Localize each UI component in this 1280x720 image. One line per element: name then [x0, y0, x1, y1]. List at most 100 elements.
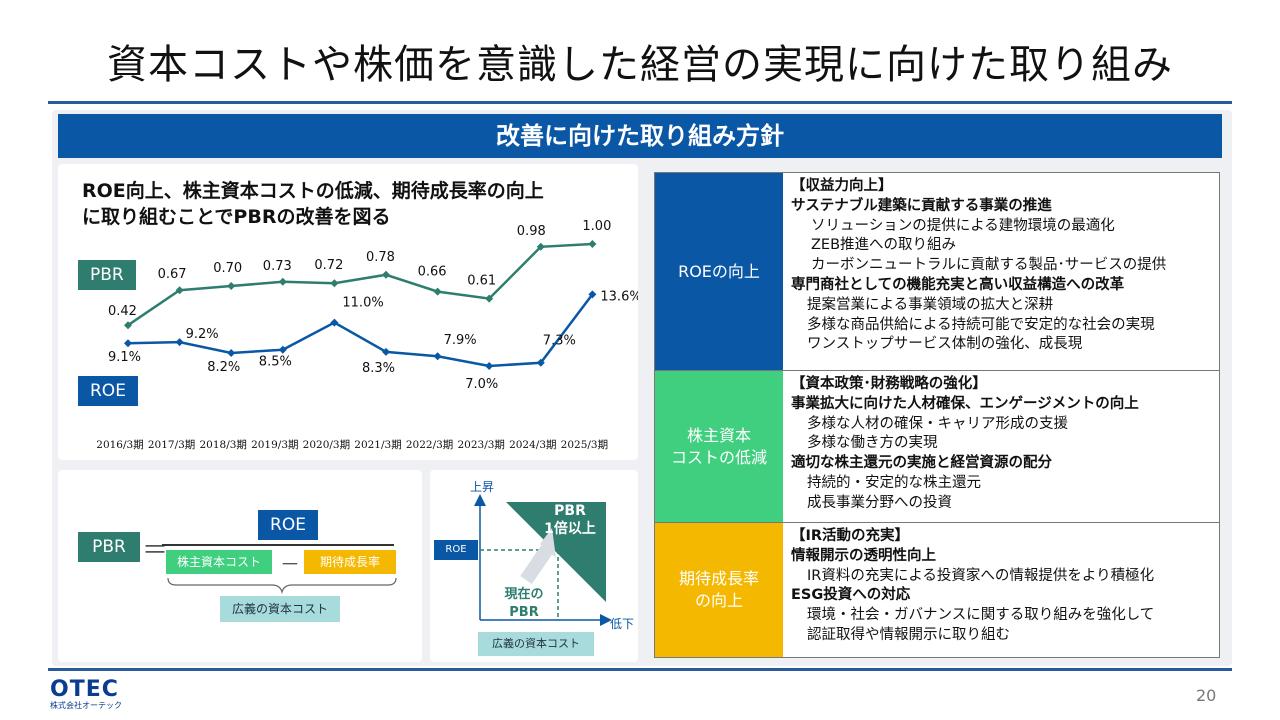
roe-point	[433, 352, 442, 361]
pbr-data-label: 0.70	[213, 261, 242, 276]
roe-data-label: 8.2%	[207, 360, 240, 375]
policy-table: ROEの向上 【収益力向上】サステナブル建築に貢献する事業の推進ソリューションの提…	[654, 172, 1220, 658]
diagram-current-line2: PBR	[509, 605, 539, 620]
x-tick-label: 2022/3期	[406, 439, 453, 451]
pbr-data-label: 0.98	[517, 224, 546, 239]
diagram-current-pbr: 現在の PBR	[494, 586, 554, 622]
chart-heading-line2: に取り組むことでPBRの改善を図る	[82, 206, 391, 228]
roe-point	[227, 348, 236, 357]
company-logo: OTEC 株式会社オーテック	[50, 677, 122, 711]
pbr-roe-line-chart: 0.42 0.67 0.70 0.73 0.72 0.78 0.66 0.61 0.98 1.00…	[96, 219, 638, 451]
policy-row: 期待成長率 の向上 【IR活動の充実】 情報開示の透明性向上 IR資料の充実による投資…	[655, 523, 1219, 657]
roe-series-label: ROE	[78, 376, 138, 406]
x-tick-label: 2016/3期	[96, 439, 143, 451]
page-number: 20	[1196, 686, 1217, 705]
pbr-line	[127, 242, 593, 327]
title-divider	[48, 101, 1232, 104]
diagram-down-label: 低下	[610, 617, 635, 631]
roe-line	[127, 293, 594, 368]
roe-point	[382, 347, 390, 356]
roe-point	[536, 358, 545, 367]
policy-line: IR資料の充実による投資家への情報提供をより積極化	[807, 567, 1155, 584]
pbr-data-label: 0.66	[418, 265, 447, 280]
policy-line: 適切な株主還元の実施と経営資源の配分	[791, 455, 1052, 472]
pbr-point	[536, 242, 545, 251]
pbr-data-label: 0.67	[158, 267, 187, 282]
diagram-pbr-target-line2: 1倍以上	[544, 521, 596, 537]
pbr-data-label: 0.42	[108, 304, 137, 319]
policy-line: 【資本政策･財務戦略の強化】	[791, 376, 987, 392]
pbr-data-label: 0.73	[263, 259, 292, 274]
policy-line: 多様な商品供給による持続可能で安定的な社会の実現	[807, 316, 1155, 333]
pbr-series-label: PBR	[78, 260, 136, 290]
formula-pbr: PBR	[78, 532, 140, 562]
diagram-roe-label: ROE	[434, 540, 478, 560]
policy-line: 専門商社としての機能充実と高い収益構造への改革	[791, 276, 1125, 293]
policy-line: 持続的・安定的な株主還元	[807, 474, 981, 491]
formula-cost: 株主資本コスト	[166, 550, 272, 574]
pbr-diagram-panel: 上昇 低下 ROE PBR 1倍以上 現在の PBR 広義の資本コスト	[430, 470, 638, 662]
formula-roe: ROE	[258, 510, 318, 540]
diagram-current-line1: 現在の	[504, 587, 544, 602]
pbr-data-label: 0.61	[467, 274, 496, 289]
x-tick-label: 2018/3期	[199, 439, 246, 451]
roe-data-label: 11.0%	[342, 296, 383, 311]
policy-line: ワンストップサービス体制の強化、成長現	[807, 336, 1083, 353]
x-tick-label: 2017/3期	[148, 439, 195, 451]
policy-row-body: 【収益力向上】サステナブル建築に貢献する事業の推進ソリューションの提供による建物…	[791, 177, 1215, 355]
improvement-arrow	[540, 528, 556, 558]
roe-point	[588, 290, 597, 299]
roe-data-label: 7.3%	[543, 334, 576, 349]
policy-line: 【収益力向上】	[791, 178, 893, 194]
x-tick-label: 2020/3期	[303, 439, 350, 451]
slide-title: 資本コストや株価を意識した経営の実現に向けた取り組み	[107, 42, 1173, 88]
policy-row-label: 株主資本 コストの低減	[655, 371, 783, 522]
pbr-point	[278, 277, 287, 286]
chart-heading: ROE向上、株主資本コストの低減、期待成長率の向上 に取り組むことでPBRの改善…	[82, 178, 622, 230]
roe-data-label: 9.2%	[186, 327, 219, 342]
roe-point	[278, 345, 287, 354]
diagram-up-label: 上昇	[470, 480, 495, 494]
policy-line: 多様な働き方の実現	[807, 435, 938, 452]
pbr-point	[433, 287, 442, 296]
formula-fraction-bar	[162, 544, 394, 546]
pbr-point	[588, 240, 597, 248]
policy-row-body: 【IR活動の充実】 情報開示の透明性向上 IR資料の充実による投資家への情報提供をよ…	[791, 527, 1215, 646]
logo-company-name: 株式会社オーテック	[50, 701, 122, 710]
roe-point	[330, 318, 339, 327]
roe-point	[124, 339, 132, 348]
policy-line: ESG投資への対応	[791, 587, 911, 604]
policy-line: ZEB推進への取り組み	[811, 237, 957, 254]
roe-data-label: 8.3%	[362, 361, 395, 376]
pbr-data-label: 0.78	[366, 250, 395, 265]
x-tick-label: 2019/3期	[251, 439, 298, 451]
pbr-point	[175, 286, 184, 295]
x-tick-label: 2023/3期	[457, 439, 504, 451]
pbr-point	[485, 294, 494, 303]
pbr-point	[382, 270, 390, 279]
pbr-data-label: 0.72	[314, 258, 343, 273]
x-tick-label: 2025/3期	[561, 439, 608, 451]
roe-point	[485, 362, 494, 370]
diagram-wide-cost: 広義の資本コスト	[478, 632, 594, 656]
diagram-pbr-target-line1: PBR	[554, 503, 586, 519]
footer-divider	[48, 668, 1232, 671]
policy-line: サステナブル建築に貢献する事業の推進	[791, 197, 1052, 214]
pbr-point	[330, 279, 339, 288]
policy-line: カーボンニュートラルに貢献する製品･サービスの提供	[811, 257, 1167, 274]
pbr-diagram	[474, 494, 612, 626]
policy-row: ROEの向上 【収益力向上】サステナブル建築に貢献する事業の推進ソリューションの提…	[655, 173, 1219, 371]
diagram-pbr-target: PBR 1倍以上	[530, 502, 610, 538]
x-tick-label: 2024/3期	[509, 439, 556, 451]
policy-line: ソリューションの提供による建物環境の最適化	[811, 217, 1115, 234]
roe-data-label: 7.9%	[444, 333, 477, 348]
policy-line: 環境・社会・ガバナンスに関する取り組みを強化して	[807, 607, 1155, 624]
logo-mark: OTEC	[50, 677, 119, 702]
policy-row-label: ROEの向上	[655, 173, 783, 370]
pbr-formula-panel: PBR ＝ ROE 株主資本コスト － 期待成長率 広義の資本コスト	[58, 470, 422, 662]
policy-line: 事業拡大に向けた人材確保、エンゲージメントの向上	[791, 395, 1139, 412]
pbr-data-label: 1.00	[582, 219, 611, 234]
formula-wide-cost: 広義の資本コスト	[220, 596, 340, 622]
policy-row: 株主資本 コストの低減 【資本政策･財務戦略の強化】事業拡大に向けた人材確保、エン…	[655, 371, 1219, 523]
roe-data-label: 13.6%	[600, 289, 638, 304]
